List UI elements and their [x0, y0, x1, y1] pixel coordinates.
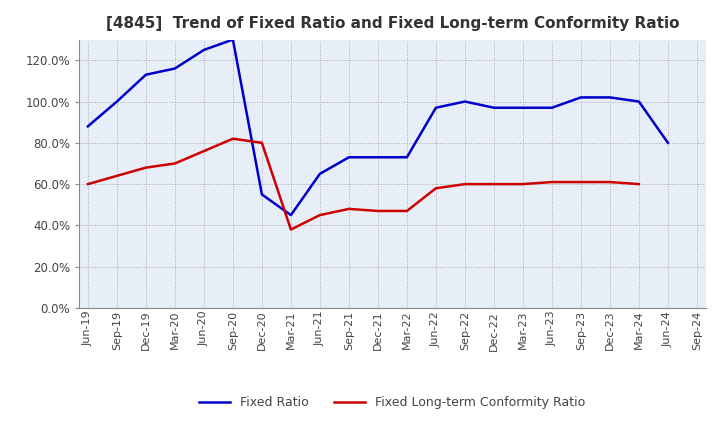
Fixed Long-term Conformity Ratio: [431, 186, 440, 191]
Fixed Long-term Conformity Ratio: [287, 227, 295, 232]
Fixed Long-term Conformity Ratio: [112, 173, 121, 179]
Fixed Long-term Conformity Ratio: [577, 180, 585, 185]
Fixed Long-term Conformity Ratio: [315, 213, 324, 218]
Fixed Ratio: [84, 124, 92, 129]
Fixed Long-term Conformity Ratio: [490, 181, 498, 187]
Line: Fixed Long-term Conformity Ratio: Fixed Long-term Conformity Ratio: [88, 139, 697, 230]
Fixed Long-term Conformity Ratio: [84, 181, 92, 187]
Fixed Ratio: [518, 105, 527, 110]
Fixed Ratio: [112, 99, 121, 104]
Fixed Ratio: [142, 72, 150, 77]
Fixed Long-term Conformity Ratio: [693, 198, 701, 203]
Fixed Long-term Conformity Ratio: [402, 208, 411, 213]
Fixed Ratio: [345, 154, 354, 160]
Fixed Long-term Conformity Ratio: [548, 180, 557, 185]
Legend: Fixed Ratio, Fixed Long-term Conformity Ratio: Fixed Ratio, Fixed Long-term Conformity …: [194, 392, 590, 414]
Fixed Ratio: [664, 140, 672, 146]
Fixed Ratio: [199, 47, 208, 52]
Fixed Long-term Conformity Ratio: [171, 161, 179, 166]
Title: [4845]  Trend of Fixed Ratio and Fixed Long-term Conformity Ratio: [4845] Trend of Fixed Ratio and Fixed Lo…: [106, 16, 679, 32]
Fixed Ratio: [258, 192, 266, 197]
Fixed Long-term Conformity Ratio: [634, 181, 643, 187]
Fixed Long-term Conformity Ratio: [606, 180, 614, 185]
Fixed Ratio: [228, 37, 237, 42]
Fixed Long-term Conformity Ratio: [258, 140, 266, 146]
Fixed Ratio: [490, 105, 498, 110]
Fixed Ratio: [431, 105, 440, 110]
Fixed Ratio: [548, 105, 557, 110]
Line: Fixed Ratio: Fixed Ratio: [88, 40, 668, 215]
Fixed Ratio: [606, 95, 614, 100]
Fixed Long-term Conformity Ratio: [199, 148, 208, 154]
Fixed Ratio: [402, 154, 411, 160]
Fixed Long-term Conformity Ratio: [228, 136, 237, 141]
Fixed Long-term Conformity Ratio: [518, 181, 527, 187]
Fixed Long-term Conformity Ratio: [461, 181, 469, 187]
Fixed Ratio: [577, 95, 585, 100]
Fixed Ratio: [461, 99, 469, 104]
Fixed Ratio: [171, 66, 179, 71]
Fixed Ratio: [315, 171, 324, 176]
Fixed Long-term Conformity Ratio: [374, 208, 382, 213]
Fixed Ratio: [634, 99, 643, 104]
Fixed Ratio: [287, 213, 295, 218]
Fixed Long-term Conformity Ratio: [142, 165, 150, 170]
Fixed Long-term Conformity Ratio: [345, 206, 354, 212]
Fixed Ratio: [374, 154, 382, 160]
